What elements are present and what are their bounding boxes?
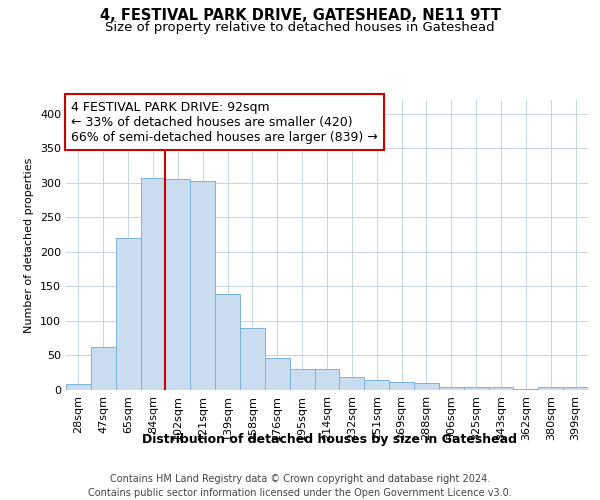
Bar bbox=[538, 386, 563, 390]
Text: Size of property relative to detached houses in Gateshead: Size of property relative to detached ho… bbox=[105, 21, 495, 34]
Bar bbox=[290, 370, 314, 390]
Bar bbox=[265, 358, 290, 390]
Bar bbox=[364, 380, 389, 390]
Bar bbox=[488, 387, 514, 390]
Y-axis label: Number of detached properties: Number of detached properties bbox=[25, 158, 34, 332]
Bar bbox=[166, 180, 190, 390]
Bar bbox=[514, 388, 538, 390]
Text: 4, FESTIVAL PARK DRIVE, GATESHEAD, NE11 9TT: 4, FESTIVAL PARK DRIVE, GATESHEAD, NE11 … bbox=[100, 8, 500, 22]
Text: Distribution of detached houses by size in Gateshead: Distribution of detached houses by size … bbox=[143, 432, 517, 446]
Bar bbox=[116, 238, 140, 390]
Bar bbox=[389, 382, 414, 390]
Bar bbox=[140, 178, 166, 390]
Bar bbox=[215, 294, 240, 390]
Text: Contains HM Land Registry data © Crown copyright and database right 2024.
Contai: Contains HM Land Registry data © Crown c… bbox=[88, 474, 512, 498]
Bar bbox=[439, 387, 464, 390]
Bar bbox=[190, 181, 215, 390]
Bar bbox=[66, 384, 91, 390]
Bar bbox=[563, 386, 588, 390]
Bar bbox=[414, 383, 439, 390]
Bar bbox=[340, 377, 364, 390]
Bar bbox=[464, 386, 488, 390]
Bar bbox=[314, 370, 340, 390]
Bar bbox=[91, 346, 116, 390]
Text: 4 FESTIVAL PARK DRIVE: 92sqm
← 33% of detached houses are smaller (420)
66% of s: 4 FESTIVAL PARK DRIVE: 92sqm ← 33% of de… bbox=[71, 100, 378, 144]
Bar bbox=[240, 328, 265, 390]
